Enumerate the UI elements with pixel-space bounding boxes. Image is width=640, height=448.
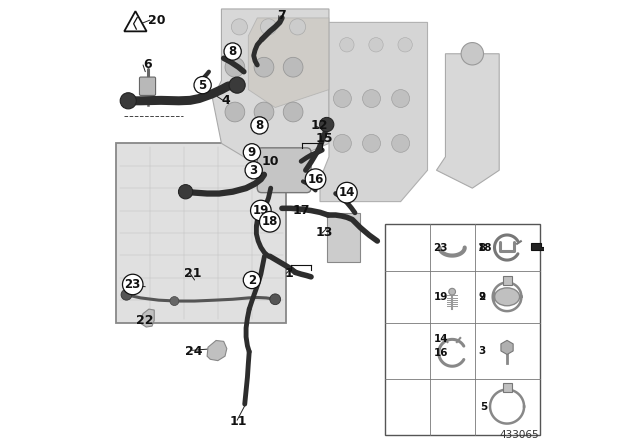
Text: 24: 24 bbox=[185, 345, 202, 358]
Text: 3: 3 bbox=[250, 164, 258, 177]
Circle shape bbox=[225, 57, 244, 77]
Circle shape bbox=[333, 134, 351, 152]
Text: 4: 4 bbox=[221, 94, 230, 108]
Text: 8: 8 bbox=[478, 242, 485, 253]
Text: 8: 8 bbox=[255, 119, 264, 132]
Circle shape bbox=[270, 294, 280, 305]
Text: 3: 3 bbox=[478, 345, 485, 356]
Circle shape bbox=[319, 117, 334, 132]
Polygon shape bbox=[501, 340, 513, 354]
Text: 9: 9 bbox=[248, 146, 256, 159]
Text: 21: 21 bbox=[184, 267, 201, 280]
Polygon shape bbox=[531, 243, 548, 250]
FancyBboxPatch shape bbox=[257, 148, 311, 193]
Circle shape bbox=[461, 43, 484, 65]
Text: 20: 20 bbox=[148, 13, 165, 27]
Circle shape bbox=[170, 297, 179, 306]
Text: 22: 22 bbox=[136, 314, 153, 327]
Text: 2: 2 bbox=[248, 273, 256, 287]
Text: 19: 19 bbox=[433, 292, 448, 302]
Text: 15: 15 bbox=[316, 132, 333, 146]
Text: 19: 19 bbox=[253, 204, 269, 217]
Text: 2: 2 bbox=[478, 292, 485, 302]
Circle shape bbox=[362, 134, 380, 152]
Text: 8: 8 bbox=[228, 45, 237, 58]
Circle shape bbox=[369, 38, 383, 52]
Text: 14: 14 bbox=[433, 334, 448, 344]
Circle shape bbox=[333, 90, 351, 108]
Text: 7: 7 bbox=[278, 9, 286, 22]
Circle shape bbox=[179, 185, 193, 199]
Circle shape bbox=[254, 57, 274, 77]
Circle shape bbox=[225, 102, 244, 122]
Circle shape bbox=[260, 19, 276, 35]
Text: 10: 10 bbox=[261, 155, 278, 168]
Text: 5: 5 bbox=[481, 401, 488, 412]
Circle shape bbox=[392, 134, 410, 152]
Text: 18: 18 bbox=[262, 215, 278, 228]
Polygon shape bbox=[207, 340, 227, 361]
Text: 11: 11 bbox=[230, 414, 247, 428]
Circle shape bbox=[120, 93, 136, 109]
Text: 14: 14 bbox=[339, 186, 355, 199]
Circle shape bbox=[231, 19, 248, 35]
Polygon shape bbox=[212, 9, 329, 170]
Circle shape bbox=[362, 90, 380, 108]
Text: 18: 18 bbox=[478, 242, 493, 253]
Polygon shape bbox=[141, 309, 154, 327]
Text: 23: 23 bbox=[433, 242, 448, 253]
Text: 12: 12 bbox=[310, 119, 328, 132]
Circle shape bbox=[289, 19, 306, 35]
Text: 433065: 433065 bbox=[500, 430, 540, 440]
Text: 16: 16 bbox=[307, 172, 324, 186]
Bar bbox=[502, 383, 511, 392]
Polygon shape bbox=[124, 11, 147, 31]
Text: 9: 9 bbox=[478, 292, 485, 302]
Bar bbox=[502, 276, 511, 285]
Bar bbox=[385, 224, 540, 435]
Circle shape bbox=[229, 77, 245, 93]
Circle shape bbox=[340, 38, 354, 52]
Bar bbox=[116, 143, 287, 323]
Text: 23: 23 bbox=[125, 278, 141, 291]
FancyBboxPatch shape bbox=[140, 77, 156, 95]
Circle shape bbox=[121, 289, 132, 300]
Text: 13: 13 bbox=[316, 226, 333, 240]
Text: 16: 16 bbox=[433, 348, 448, 358]
Circle shape bbox=[398, 38, 412, 52]
Polygon shape bbox=[320, 22, 428, 202]
Circle shape bbox=[284, 57, 303, 77]
Circle shape bbox=[254, 102, 274, 122]
Circle shape bbox=[284, 102, 303, 122]
Text: 6: 6 bbox=[143, 58, 152, 72]
Text: 17: 17 bbox=[292, 204, 310, 217]
Circle shape bbox=[392, 90, 410, 108]
Text: 5: 5 bbox=[198, 78, 207, 92]
Polygon shape bbox=[248, 18, 329, 108]
Polygon shape bbox=[436, 54, 499, 188]
Text: 1: 1 bbox=[284, 267, 293, 280]
Circle shape bbox=[449, 289, 456, 295]
FancyBboxPatch shape bbox=[327, 213, 360, 262]
Ellipse shape bbox=[495, 288, 520, 306]
